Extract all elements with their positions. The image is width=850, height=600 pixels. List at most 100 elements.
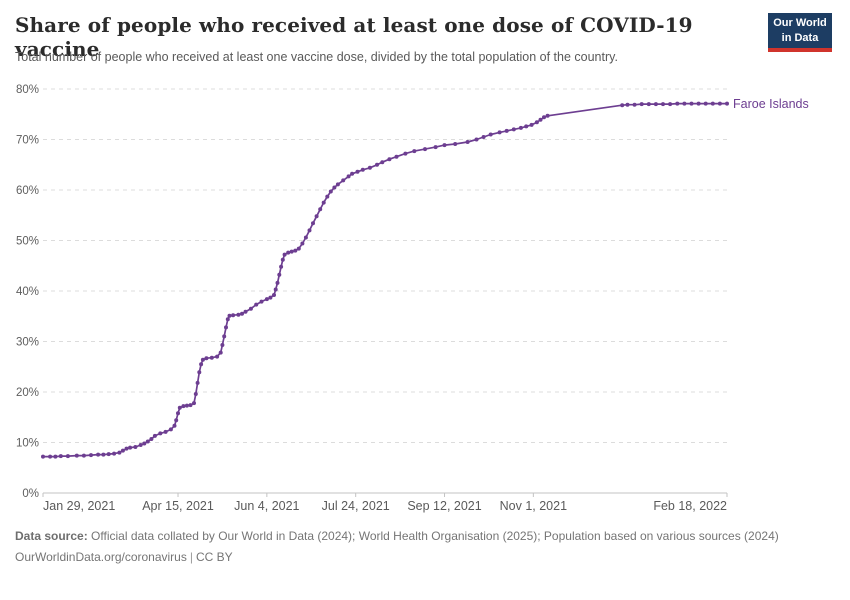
footer-link-row: OurWorldinData.org/coronavirus | CC BY [15, 550, 807, 566]
owid-logo-line1: Our World [773, 17, 827, 30]
data-point [248, 306, 253, 311]
data-point [620, 103, 625, 108]
data-point [653, 102, 658, 107]
data-point [682, 101, 687, 106]
data-point [350, 171, 355, 176]
chart-subtitle: Total number of people who received at l… [15, 50, 618, 64]
y-axis-label: 80% [16, 84, 39, 96]
data-point [112, 451, 117, 456]
data-point [96, 452, 101, 457]
data-point [177, 405, 182, 410]
data-point [277, 272, 282, 277]
data-point [204, 356, 209, 361]
data-source-label: Data source: [15, 529, 88, 543]
y-axis-label: 40% [16, 286, 39, 298]
data-point [725, 101, 729, 106]
data-point [65, 454, 70, 459]
x-axis-label: Jan 29, 2021 [43, 499, 115, 513]
data-point [184, 403, 189, 408]
x-axis-label: Apr 15, 2021 [142, 499, 214, 513]
data-point [311, 221, 315, 226]
data-point [58, 454, 63, 459]
x-axis-label: Nov 1, 2021 [500, 499, 567, 513]
data-point [346, 174, 351, 179]
data-point [442, 143, 447, 148]
data-point [703, 101, 708, 106]
data-point [497, 130, 502, 135]
data-point [300, 241, 305, 246]
data-point [120, 448, 125, 453]
data-point [325, 194, 330, 199]
data-point [453, 142, 458, 146]
chart-title: Share of people who received at least on… [15, 13, 693, 61]
data-point [48, 454, 53, 459]
data-point [481, 135, 486, 139]
data-point [675, 101, 680, 106]
data-point [264, 297, 269, 302]
data-point [717, 101, 722, 106]
data-point [646, 102, 651, 107]
y-axis-label: 0% [22, 488, 39, 500]
data-point [200, 357, 205, 362]
data-point [538, 117, 543, 122]
data-point [380, 160, 385, 165]
data-point [355, 169, 360, 174]
data-point [661, 102, 665, 107]
data-point [188, 403, 193, 408]
data-point [142, 441, 147, 446]
y-axis-label: 70% [16, 135, 39, 147]
data-point [192, 401, 196, 406]
data-point [280, 257, 285, 262]
y-axis-label: 60% [16, 185, 39, 197]
data-point [199, 362, 204, 367]
data-point [518, 125, 523, 130]
data-point [231, 313, 236, 318]
data-point [222, 334, 227, 339]
data-point [668, 102, 673, 107]
series-label-faroe-islands: Faroe Islands [733, 97, 809, 111]
data-point [197, 370, 202, 375]
x-axis-label: Jun 4, 2021 [234, 499, 299, 513]
data-point [81, 453, 86, 458]
data-point [128, 445, 133, 450]
data-point [433, 145, 438, 150]
data-point [332, 185, 337, 190]
data-point [106, 452, 111, 457]
owid-logo[interactable]: Our World in Data [768, 13, 832, 52]
data-point [387, 157, 392, 162]
data-point [268, 295, 273, 300]
data-point [465, 140, 470, 144]
data-point [360, 167, 365, 172]
y-axis-label: 50% [16, 236, 39, 248]
x-axis-label: Jul 24, 2021 [322, 499, 390, 513]
data-point [394, 154, 399, 159]
data-point [321, 200, 326, 205]
data-point [625, 102, 630, 107]
data-point [296, 246, 301, 251]
series-line-faroe-islands [42, 102, 728, 458]
data-point [545, 113, 550, 118]
data-point [149, 437, 154, 441]
data-point [172, 423, 177, 428]
data-point [474, 137, 479, 142]
data-point [314, 214, 319, 219]
data-point [174, 418, 179, 423]
data-point [243, 309, 248, 314]
data-point [272, 293, 276, 297]
data-point [240, 311, 244, 316]
data-point [696, 101, 701, 106]
data-point [224, 325, 228, 330]
data-point [318, 207, 323, 212]
data-source-note: Data source: Official data collated by O… [15, 529, 807, 545]
data-point [138, 443, 143, 447]
owid-coronavirus-link[interactable]: OurWorldinData.org/coronavirus [15, 549, 187, 564]
owid-logo-line2: in Data [781, 31, 819, 44]
data-point [524, 124, 529, 129]
data-point [152, 433, 157, 438]
data-point [710, 101, 715, 106]
data-point [41, 454, 45, 459]
data-source-text: Official data collated by Our World in D… [87, 529, 779, 543]
data-point [542, 115, 546, 120]
data-point [74, 453, 79, 458]
